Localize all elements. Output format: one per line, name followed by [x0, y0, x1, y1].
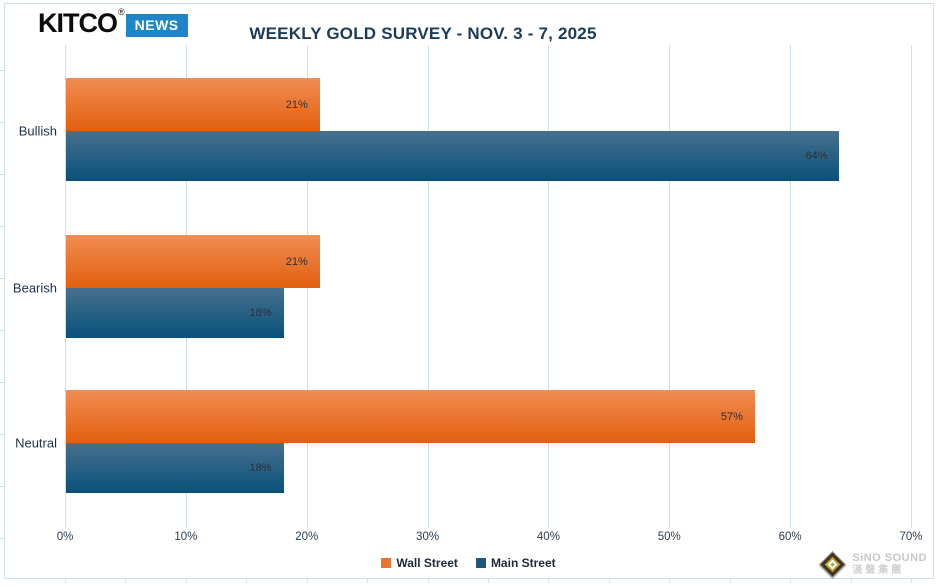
frame-tick	[0, 486, 4, 487]
bar-bullish-main-street: 64%	[66, 131, 840, 181]
category-label-bullish: Bullish	[18, 123, 57, 139]
bar-neutral-main-street: 18%	[66, 443, 284, 493]
frame-tick	[0, 434, 4, 435]
gridline	[65, 45, 66, 528]
legend-label: Main Street	[490, 556, 556, 570]
x-axis-tick-label: 50%	[657, 531, 681, 543]
gridline	[548, 45, 550, 528]
bar-bullish-wall-street: 21%	[66, 78, 320, 131]
frame-tick	[65, 578, 66, 583]
bar-neutral-wall-street: 57%	[66, 390, 755, 443]
category-label-bearish: Bearish	[12, 280, 57, 296]
frame-tick	[488, 578, 489, 583]
frame-tick	[0, 226, 4, 227]
legend-item-wall-street: Wall Street	[381, 556, 458, 570]
legend: Wall Street Main Street	[0, 556, 937, 570]
frame-tick	[669, 578, 671, 583]
x-axis-tick-label: 60%	[778, 531, 802, 543]
frame-tick	[0, 174, 4, 175]
frame-tick	[548, 578, 550, 583]
kitco-news-badge: NEWS	[125, 14, 188, 37]
frame-tick	[729, 578, 731, 583]
legend-swatch	[381, 558, 392, 568]
frame-tick	[125, 578, 127, 583]
frame-tick	[367, 578, 369, 583]
x-axis-tick-label: 0%	[56, 531, 74, 543]
bar-value-label: 18%	[249, 462, 272, 474]
x-axis-tick-label: 20%	[295, 531, 319, 543]
gridline	[669, 45, 671, 528]
frame-tick	[911, 578, 912, 583]
frame-tick	[0, 122, 4, 123]
kitco-logo: KITCO ® NEWS	[38, 7, 188, 38]
chart-title: WEEKLY GOLD SURVEY - NOV. 3 - 7, 2025	[249, 24, 597, 43]
bar-value-label: 57%	[720, 410, 743, 423]
x-axis-tick-label: 30%	[416, 531, 440, 543]
bar-value-label: 64%	[805, 150, 828, 162]
bar-value-label: 18%	[249, 307, 272, 319]
gridline	[790, 45, 792, 528]
frame-tick	[0, 330, 4, 331]
sino-sound-diamond-icon	[818, 550, 846, 578]
registered-trademark-icon: ®	[118, 7, 125, 17]
gridline	[911, 45, 912, 528]
frame-tick	[427, 578, 429, 583]
x-axis-tick-label: 40%	[536, 531, 560, 543]
category-label-neutral: Neutral	[15, 435, 57, 451]
bar-value-label: 21%	[285, 255, 308, 268]
legend-swatch	[475, 558, 486, 568]
plot-area: 21% 64% 21% 18% 57% 18%	[65, 45, 912, 528]
frame-tick	[0, 382, 4, 383]
sino-sound-watermark: SiNO SOUND 漢聲集團	[818, 550, 927, 578]
frame-tick	[306, 578, 308, 583]
frame-tick	[850, 578, 852, 583]
frame-tick	[0, 538, 4, 539]
x-axis-tick-label: 10%	[174, 531, 198, 543]
legend-label: Wall Street	[396, 556, 458, 570]
frame-tick	[608, 578, 610, 583]
legend-item-main-street: Main Street	[475, 556, 556, 570]
frame-tick	[246, 578, 248, 583]
gridline	[427, 45, 429, 528]
watermark-brand-name: SiNO SOUND	[852, 552, 927, 565]
frame-tick	[185, 578, 187, 583]
frame-tick	[790, 578, 792, 583]
frame-tick	[0, 278, 4, 279]
watermark-chinese-name: 漢聲集團	[852, 564, 905, 576]
kitco-logo-text: KITCO	[38, 8, 118, 38]
bar-bearish-main-street: 18%	[66, 288, 284, 338]
bar-bearish-wall-street: 21%	[66, 235, 320, 288]
bar-value-label: 21%	[285, 98, 308, 111]
frame-tick	[0, 70, 4, 71]
x-axis-tick-label: 70%	[899, 531, 923, 543]
